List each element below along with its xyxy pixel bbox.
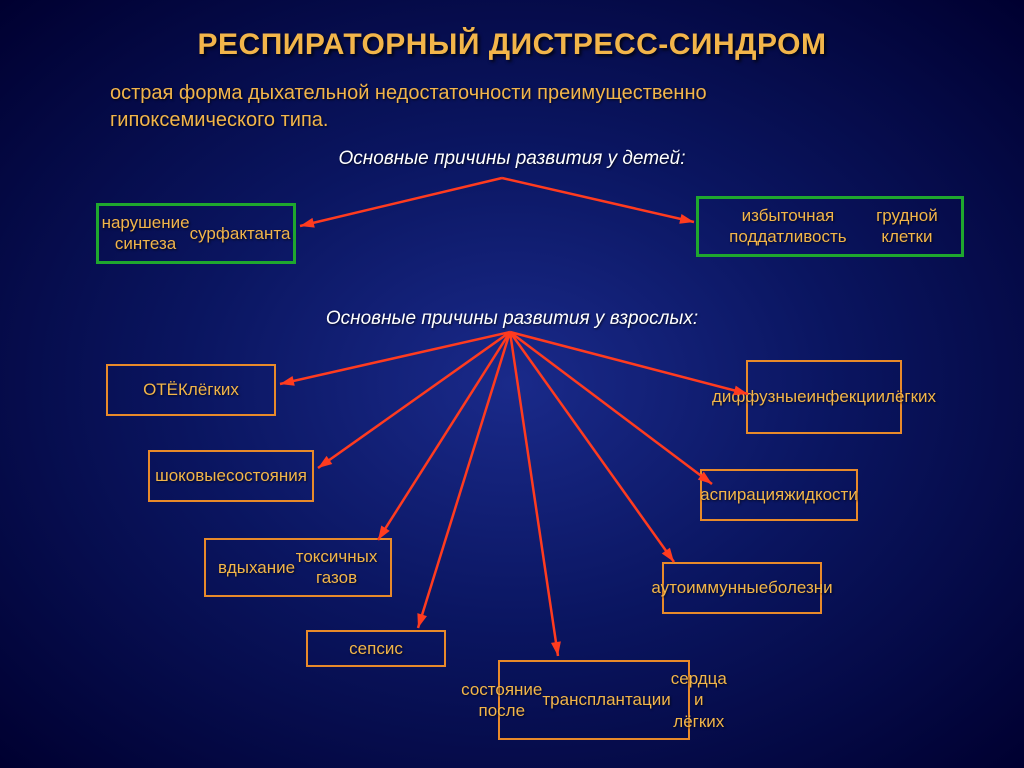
adult-cause-box-4: состояние послетрансплантациисердца и лё… [498,660,690,740]
child-cause-box-right: избыточная поддатливостьгрудной клетки [696,196,964,257]
child-cause-box-left: нарушение синтезасурфактанта [96,203,296,264]
page-title: РЕСПИРАТОРНЫЙ ДИСТРЕСС-СИНДРОМ [0,0,1024,62]
subtitle: острая форма дыхательной недостаточности… [0,62,1024,134]
adult-cause-box-5: аутоиммунныеболезни [662,562,822,614]
adult-cause-box-0: ОТЁКлёгких [106,364,276,416]
section-title-adults: Основные причины развития у взрослых: [0,308,1024,330]
adult-cause-box-6: аспирацияжидкости [700,469,858,521]
adult-cause-box-7: диффузныеинфекциилёгких [746,360,902,434]
section-title-children: Основные причины развития у детей: [0,148,1024,170]
subtitle-line1: острая форма дыхательной недостаточности… [110,82,707,104]
adult-cause-box-3: сепсис [306,630,446,667]
subtitle-line2: гипоксемического типа. [110,109,328,131]
adult-cause-box-2: вдыханиетоксичных газов [204,538,392,597]
adult-cause-box-1: шоковыесостояния [148,450,314,502]
